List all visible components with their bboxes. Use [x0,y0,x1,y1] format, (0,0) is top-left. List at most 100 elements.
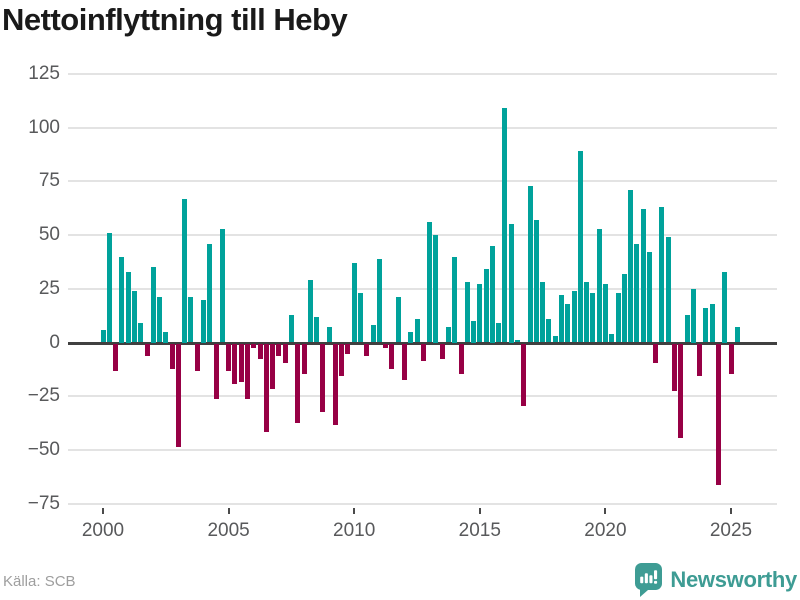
bar-2016-q3 [515,340,520,343]
bar-2013-q1 [427,222,433,343]
x-axis-tick [102,508,104,514]
bar-2008-q4 [320,343,326,413]
bar-2004-q2 [207,243,213,343]
bar-2004-q4 [219,228,225,343]
y-axis-label: 25 [38,277,60,299]
chart-title: Nettoinflyttning till Heby [2,2,348,37]
bar-2012-q4 [420,343,426,361]
x-axis-tick [353,508,356,514]
bar-2014-q2 [458,343,464,374]
bar-2002-q1 [150,267,156,343]
bar-2024-q2 [709,303,715,343]
bar-2020-q3 [615,293,621,343]
x-axis-tick [478,508,481,514]
x-axis-label: 2025 [709,520,753,541]
bar-2023-q1 [678,343,684,439]
gridline [68,180,777,183]
bar-2011-q4 [395,297,401,343]
y-axis-label: −25 [27,385,60,407]
bar-2024-q3 [715,343,721,486]
bar-2024-q4 [722,271,728,343]
x-axis-label: 2000 [81,520,125,541]
bar-2007-q2 [282,343,288,363]
bar-2011-q2 [383,343,389,348]
y-axis-label: −75 [27,492,60,514]
bar-2023-q2 [684,314,690,343]
y-axis-label: 75 [38,170,60,192]
bar-2007-q4 [295,343,301,423]
bar-2017-q4 [546,318,552,343]
bar-2002-q4 [169,343,175,370]
bar-2017-q3 [540,282,546,343]
bar-2011-q1 [376,258,382,343]
bar-2023-q4 [697,343,703,376]
bar-2025-q2 [734,327,740,343]
bar-2018-q2 [558,295,564,343]
bar-2001-q4 [144,343,150,357]
bar-2005-q4 [244,343,250,400]
bar-2010-q1 [351,262,357,343]
bar-2002-q3 [163,331,169,343]
newsworthy-logo[interactable]: Newsworthy [635,563,797,597]
bar-2008-q3 [314,316,319,343]
bar-2015-q2 [483,269,489,343]
bar-2007-q1 [276,343,282,357]
bar-2005-q1 [226,343,232,372]
gridline [68,126,777,129]
bar-2010-q3 [364,343,370,357]
y-axis-label: 125 [28,62,60,84]
bar-2019-q4 [596,228,602,343]
bar-2000-q4 [119,256,125,343]
bar-2006-q4 [270,343,276,389]
bar-2002-q2 [157,297,162,343]
bar-2008-q2 [307,280,313,343]
source-label: Källa: SCB [3,573,76,590]
gridline [68,449,777,451]
bar-2014-q3 [464,282,470,343]
bar-2003-q4 [194,343,200,372]
bar-2014-q1 [452,256,458,343]
bar-2021-q3 [640,209,646,343]
gridline [68,502,777,505]
bar-2000-q3 [113,343,119,372]
bar-2018-q3 [565,303,571,343]
bar-2020-q4 [621,273,627,343]
bar-2001-q3 [138,323,144,343]
bar-2018-q1 [552,336,558,343]
x-axis-tick [730,508,732,514]
bar-2020-q1 [602,284,608,343]
bar-2021-q1 [628,189,633,343]
gridline [68,234,777,236]
x-axis-label: 2005 [207,520,250,541]
bar-2024-q1 [703,308,709,343]
y-axis-label: −50 [27,439,60,460]
bar-2015-q3 [489,245,495,343]
bar-2000-q2 [106,232,112,343]
bar-2008-q1 [301,343,307,374]
x-axis-tick [227,508,230,514]
y-axis-label: 100 [28,116,60,138]
newsworthy-wordmark: Newsworthy [670,567,797,592]
y-axis-label: 0 [49,331,60,353]
bar-2018-q4 [571,290,577,343]
bar-2013-q3 [439,343,445,359]
gridline [68,395,777,398]
bar-2009-q3 [339,343,345,376]
bar-2021-q4 [646,252,652,343]
bar-2025-q1 [728,343,734,374]
bar-2021-q2 [634,243,640,343]
bar-2009-q4 [345,343,351,355]
bar-2012-q2 [408,331,414,343]
bar-2019-q1 [577,151,583,343]
bar-2010-q2 [358,293,363,343]
bar-2012-q1 [401,343,407,380]
bar-2009-q2 [332,343,338,426]
bar-2003-q3 [188,297,194,343]
bar-2023-q3 [690,288,696,343]
newsworthy-badge-icon [635,563,663,597]
x-axis-label: 2015 [458,520,501,541]
bar-2005-q2 [232,343,238,385]
bar-2013-q4 [445,327,451,343]
bar-2017-q1 [527,185,533,343]
